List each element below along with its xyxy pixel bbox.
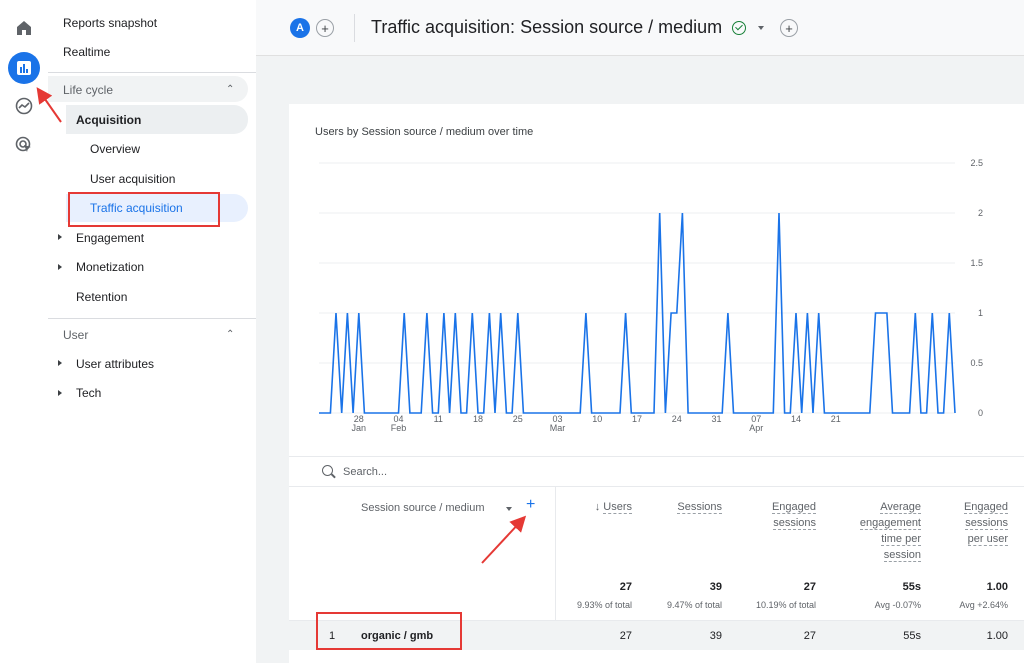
selected-item-highlight <box>66 194 248 222</box>
nav-divider <box>48 72 256 73</box>
nav-user-attributes[interactable]: User attributes <box>76 357 155 371</box>
column-header-engaged-per-user[interactable]: Engaged sessions per user <box>963 501 1008 546</box>
chevron-down-icon[interactable] <box>758 26 764 30</box>
y-tick-label: 2.5 <box>970 158 983 168</box>
x-tick-label: 21 <box>831 414 841 424</box>
report-navigation: Reports snapshot Realtime Life cycle ⌃ A… <box>48 0 256 663</box>
table-header: Session source / medium + ↓ Users Sessio… <box>289 486 1024 621</box>
lifecycle-header-bg <box>48 76 248 102</box>
chevron-up-icon[interactable]: ⌃ <box>226 84 235 95</box>
expand-caret-icon[interactable] <box>58 234 62 240</box>
table-search-row <box>289 456 1024 486</box>
x-tick-label: 14 <box>791 414 801 424</box>
total-users: 27 <box>619 581 632 593</box>
annotation-box <box>316 612 462 650</box>
add-dimension-button[interactable]: + <box>526 496 536 513</box>
x-tick-month-label: Mar <box>550 423 566 433</box>
column-header-users[interactable]: ↓ Users <box>594 501 632 514</box>
total-engaged-per-user-change: Avg +2.64% <box>959 600 1008 610</box>
x-tick-label: 10 <box>592 414 602 424</box>
y-tick-label: 1.5 <box>970 258 983 268</box>
row-users: 27 <box>619 630 632 642</box>
explore-icon[interactable] <box>8 90 40 122</box>
add-card-button[interactable]: + <box>780 19 798 37</box>
series-line <box>319 212 956 414</box>
nav-user-acquisition[interactable]: User acquisition <box>90 172 176 186</box>
chevron-up-icon[interactable]: ⌃ <box>226 329 235 340</box>
nav-divider <box>48 318 256 319</box>
x-tick-label: 24 <box>672 414 682 424</box>
x-tick-label: 11 <box>434 414 443 424</box>
acquisition-highlight <box>66 105 248 134</box>
x-tick-month-label: Apr <box>749 423 763 433</box>
expand-caret-icon[interactable] <box>58 264 62 270</box>
search-icon <box>322 465 333 476</box>
chevron-down-icon[interactable] <box>506 507 512 511</box>
header-divider <box>354 14 355 42</box>
total-sessions-share: 9.47% of total <box>666 600 722 610</box>
annotation-box <box>68 192 220 227</box>
row-sessions: 39 <box>709 630 722 642</box>
advertising-icon[interactable] <box>8 129 40 161</box>
x-tick-label: 07 <box>751 414 761 424</box>
nav-retention[interactable]: Retention <box>76 290 128 304</box>
y-tick-label: 0.5 <box>970 358 983 368</box>
x-tick-label: 28 <box>354 414 364 424</box>
table-row[interactable]: 1 organic / gmb 27 39 27 55s 1.00 <box>289 620 1024 650</box>
nav-engagement[interactable]: Engagement <box>76 231 145 245</box>
x-tick-label: 31 <box>711 414 721 424</box>
comparison-avatar[interactable]: A <box>290 18 310 38</box>
nav-section-user[interactable]: User <box>63 328 89 342</box>
y-tick-label: 0 <box>978 408 983 418</box>
x-tick-label: 25 <box>513 414 523 424</box>
row-engaged-per-user: 1.00 <box>986 630 1008 642</box>
nav-traffic-acquisition[interactable]: Traffic acquisition <box>90 201 183 215</box>
total-engaged-share: 10.19% of total <box>755 600 816 610</box>
column-separator <box>555 487 556 621</box>
check-circle-icon <box>732 21 746 35</box>
row-index: 1 <box>329 630 336 642</box>
report-header: A + Traffic acquisition: Session source … <box>256 0 1024 56</box>
expand-caret-icon[interactable] <box>58 390 62 396</box>
search-input[interactable] <box>343 463 643 481</box>
nav-section-lifecycle[interactable]: Life cycle <box>63 83 114 97</box>
total-engaged-sessions: 27 <box>803 581 816 593</box>
dimension-header[interactable]: Session source / medium <box>361 502 485 514</box>
total-avg-engagement-change: Avg -0.07% <box>874 600 921 610</box>
home-icon[interactable] <box>8 12 40 44</box>
report-card: Users by Session source / medium over ti… <box>289 104 1024 663</box>
column-header-sessions[interactable]: Sessions <box>677 501 722 514</box>
reports-icon[interactable] <box>8 52 40 84</box>
total-avg-engagement: 55s <box>902 581 921 593</box>
column-header-engaged-sessions[interactable]: Engaged sessions <box>771 501 816 530</box>
total-users-share: 9.93% of total <box>576 600 632 610</box>
total-engaged-per-user: 1.00 <box>986 581 1008 593</box>
total-sessions: 39 <box>709 581 722 593</box>
nav-realtime[interactable]: Realtime <box>63 45 111 59</box>
nav-overview[interactable]: Overview <box>90 142 141 156</box>
x-tick-label: 03 <box>552 414 562 424</box>
row-dimension-value[interactable]: organic / gmb <box>361 630 434 642</box>
x-tick-month-label: Jan <box>351 423 366 433</box>
row-avg-engagement: 55s <box>903 630 921 642</box>
column-header-avg-engagement[interactable]: Average engagement time per session <box>859 501 921 562</box>
x-tick-label: 18 <box>473 414 483 424</box>
nav-acquisition[interactable]: Acquisition <box>76 113 142 127</box>
sort-arrow-icon: ↓ <box>594 501 604 513</box>
chart-title: Users by Session source / medium over ti… <box>315 126 534 138</box>
x-tick-month-label: Feb <box>391 423 407 433</box>
x-tick-label: 04 <box>393 414 403 424</box>
y-tick-label: 2 <box>978 208 983 218</box>
add-comparison-button[interactable]: + <box>316 19 334 37</box>
nav-tech[interactable]: Tech <box>76 386 102 400</box>
x-tick-label: 17 <box>632 414 642 424</box>
nav-monetization[interactable]: Monetization <box>76 260 145 274</box>
expand-caret-icon[interactable] <box>58 360 62 366</box>
row-engaged-sessions: 27 <box>803 630 816 642</box>
nav-reports-snapshot[interactable]: Reports snapshot <box>63 16 158 30</box>
page-title: Traffic acquisition: Session source / me… <box>371 17 723 37</box>
y-tick-label: 1 <box>978 308 983 318</box>
icon-rail <box>0 0 48 663</box>
